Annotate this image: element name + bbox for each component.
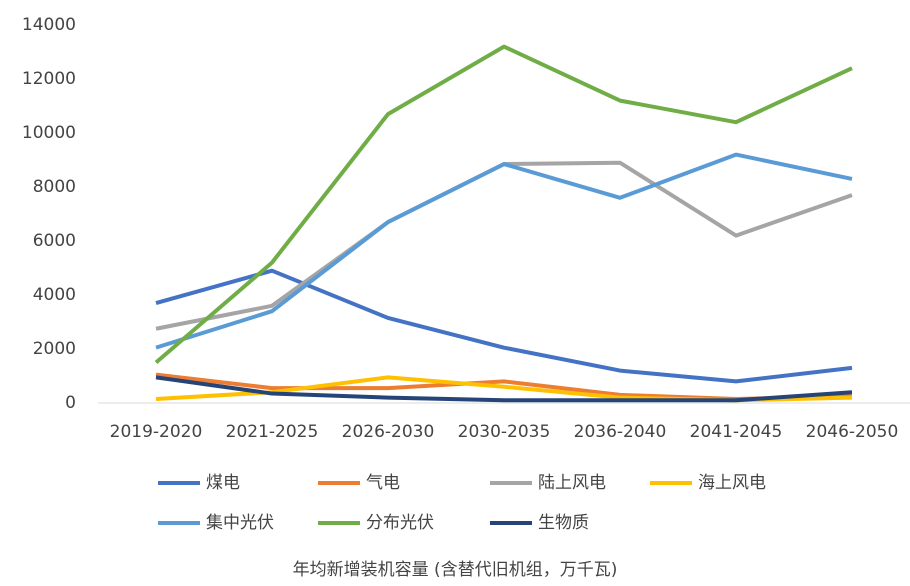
x-tick-label: 2041-2045: [690, 422, 783, 442]
y-tick-label: 14000: [22, 15, 76, 35]
series-line: [154, 44, 853, 365]
legend-label: 集中光伏: [206, 513, 274, 533]
y-tick-label: 10000: [22, 123, 76, 143]
x-tick-label: 2019-2020: [110, 422, 203, 442]
legend-label: 煤电: [206, 473, 240, 493]
y-tick-label: 2000: [33, 339, 76, 359]
y-tick-label: 8000: [33, 177, 76, 197]
x-tick-label: 2026-2030: [342, 422, 435, 442]
series-line: [155, 375, 853, 403]
series-line: [155, 268, 853, 384]
y-tick-label: 6000: [33, 231, 76, 251]
x-axis-label: 年均新增装机容量 (含替代旧机组，万千瓦): [293, 560, 618, 580]
y-tick-label: 0: [65, 393, 76, 413]
legend-label: 分布光伏: [366, 513, 434, 533]
series-line: [155, 160, 853, 331]
x-tick-label: 2046-2050: [806, 422, 899, 442]
series-line: [155, 152, 853, 350]
legend-label: 陆上风电: [538, 473, 606, 493]
x-tick-label: 2036-2040: [574, 422, 667, 442]
y-tick-label: 4000: [33, 285, 76, 305]
legend-label: 海上风电: [698, 473, 766, 493]
x-tick-label: 2021-2025: [226, 422, 319, 442]
legend-label: 生物质: [538, 513, 589, 533]
y-tick-label: 12000: [22, 69, 76, 89]
legend-label: 气电: [366, 473, 400, 493]
x-tick-label: 2030-2035: [458, 422, 551, 442]
